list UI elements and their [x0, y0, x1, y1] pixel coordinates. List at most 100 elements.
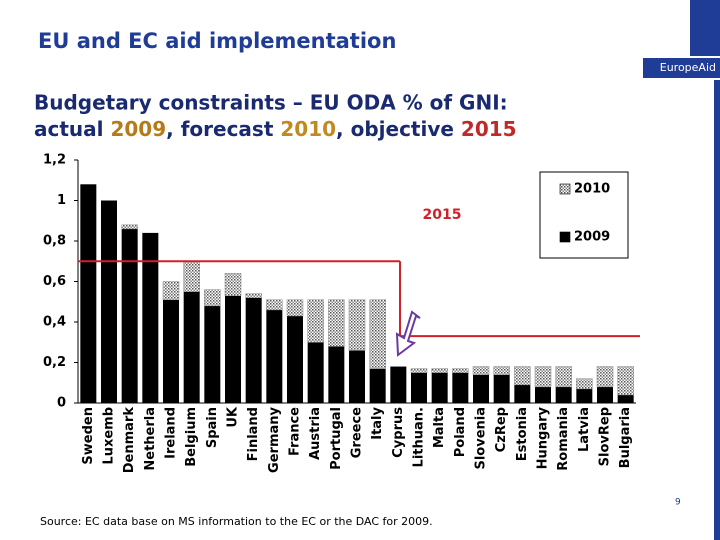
bar-segment: [452, 372, 469, 403]
bar-segment: [617, 366, 634, 396]
bar-segment: [472, 366, 490, 375]
x-tick-label: SlovRep: [598, 407, 613, 466]
bar-segment: [431, 368, 448, 373]
legend-swatch: [559, 231, 571, 243]
brand-box: [643, 58, 720, 78]
bar-segment: [390, 366, 407, 403]
x-tick-label: Lithuan.: [412, 407, 427, 467]
y-tick-label: 1: [57, 193, 66, 208]
x-tick-label: Ireland: [164, 407, 179, 459]
subtitle-year: 2015: [461, 117, 517, 141]
arrow: [395, 310, 421, 357]
x-tick-label: Luxemb: [102, 407, 117, 465]
bar-segment: [224, 273, 242, 296]
bar-segment: [349, 350, 365, 403]
bar-segment: [101, 200, 117, 403]
bar-segment: [328, 299, 345, 347]
x-tick-label: Finland: [246, 407, 261, 461]
corner-bar: [690, 0, 720, 56]
bar-segment: [555, 386, 572, 403]
bar-segment: [183, 260, 200, 292]
legend-label: 2009: [574, 230, 610, 245]
page-number: 9: [675, 498, 681, 508]
subtitle-year: 2009: [110, 117, 166, 141]
bar-segment: [266, 299, 283, 311]
x-tick-label: Italy: [370, 406, 385, 439]
bar-segment: [555, 366, 572, 388]
bar-segment: [431, 372, 448, 403]
edge-bar: [714, 80, 720, 540]
annotation: 2015: [423, 207, 462, 223]
y-tick-label: 0,6: [43, 274, 66, 289]
x-tick-label: Portugal: [329, 407, 344, 470]
bar-segment: [493, 374, 510, 403]
bar-segment: [535, 386, 551, 403]
x-tick-label: Sweden: [81, 407, 96, 465]
bar-segment: [245, 297, 262, 403]
bar-segment: [576, 388, 593, 403]
bar-segment: [307, 299, 324, 343]
bar-segment: [576, 378, 593, 390]
source: Source: EC data base on MS information t…: [40, 515, 433, 528]
x-tick-label: Hungary: [536, 406, 551, 469]
x-tick-label: Slovenia: [474, 407, 489, 470]
bar-segment: [328, 346, 345, 403]
bar-segment: [597, 386, 613, 403]
y-tick-label: 0: [57, 396, 66, 411]
bar-segment: [411, 372, 427, 403]
subtitle-line2: actual 2009, forecast 2010, objective 20…: [34, 117, 517, 141]
x-tick-label: Cyprus: [391, 407, 406, 458]
bar-segment: [80, 184, 97, 403]
x-tick-label: Malta: [432, 407, 447, 448]
legend-label: 2010: [574, 182, 610, 197]
x-tick-label: Poland: [453, 407, 468, 457]
bar-segment: [142, 232, 159, 403]
y-tick-label: 0,8: [43, 234, 66, 249]
x-tick-label: Latvia: [577, 407, 592, 452]
x-tick-label: Estonia: [515, 407, 530, 461]
bar-segment: [245, 293, 262, 298]
bar-segment: [266, 309, 283, 403]
bar-segment: [163, 299, 179, 403]
subtitle-line1: Budgetary constraints – EU ODA % of GNI:: [34, 91, 508, 115]
x-tick-label: Belgium: [184, 407, 199, 467]
bar-segment: [162, 281, 180, 301]
brand: EuropeAid: [660, 61, 716, 74]
legend-swatch: [559, 183, 571, 195]
x-tick-label: France: [288, 407, 303, 456]
bar-segment: [617, 394, 634, 403]
bar-segment: [307, 342, 324, 403]
bar-segment: [121, 224, 138, 230]
bar-segment: [369, 368, 386, 403]
bar-segment: [452, 368, 469, 373]
bar-segment: [369, 299, 386, 369]
bar-segment: [473, 374, 489, 403]
bar-segment: [183, 291, 200, 403]
bar-segment: [514, 366, 531, 386]
bar-segment: [204, 305, 221, 403]
y-tick-label: 0,4: [43, 315, 66, 330]
bar-segment: [204, 289, 221, 307]
x-tick-label: Greece: [350, 407, 365, 458]
x-tick-label: Romania: [556, 407, 571, 471]
x-tick-label: Bulgaria: [618, 407, 633, 468]
bar-segment: [534, 366, 552, 388]
subtitle-part: , objective: [336, 117, 461, 141]
bar-segment: [493, 366, 510, 375]
x-tick-label: CzRep: [494, 407, 509, 452]
subtitle-year: 2010: [280, 117, 336, 141]
bar-segment: [225, 295, 241, 403]
subtitle-part: actual: [34, 117, 110, 141]
x-tick-label: Germany: [267, 406, 282, 472]
bar-segment: [596, 366, 614, 388]
x-tick-label: Spain: [205, 407, 220, 448]
subtitle-part: , forecast: [166, 117, 280, 141]
bar-segment: [348, 299, 366, 351]
x-tick-label: Denmark: [122, 407, 137, 474]
bar-segment: [287, 315, 303, 403]
y-tick-label: 0,2: [43, 355, 66, 370]
x-tick-label: Austria: [308, 407, 323, 460]
x-tick-label: Netherla: [143, 407, 158, 471]
legend-box: [539, 171, 629, 259]
